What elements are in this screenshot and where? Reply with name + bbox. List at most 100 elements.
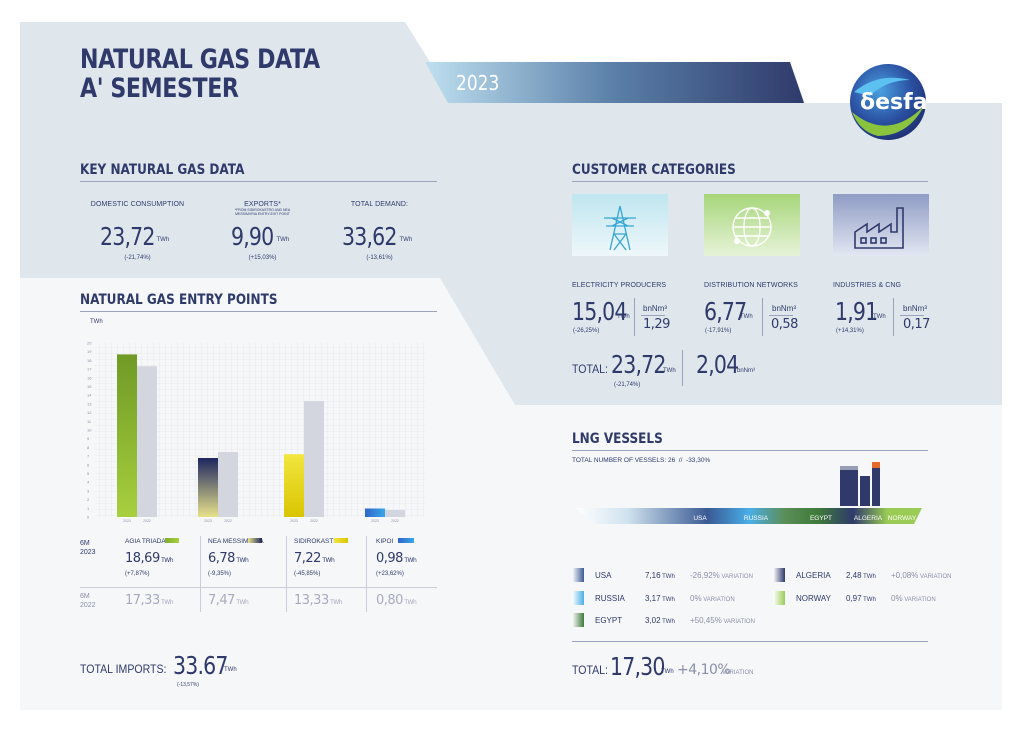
lng-country: USA [595,571,612,580]
lng-value: 7,16 TWh [645,571,675,580]
lng-change: +50,45% VARIATION [690,616,755,625]
lng-change: 0% VARIATION [690,594,735,603]
customer-vol: 0,58 [771,317,798,332]
bar-kipoi-2022 [385,510,405,517]
customer-change: (-17,91%) [705,328,732,334]
page-title: NATURAL GAS DATA A' SEMESTER [80,44,320,104]
customer-unit: TWh [740,314,753,320]
ship-ribbon-labels: USA RUSSIA EGYPT ALGERIA NORWAY [693,515,917,522]
y-tick-label: 17 [87,367,92,372]
key-item-change: (-21,74%) [124,255,151,261]
ship-tower [840,466,858,506]
key-item-unit: TWh [276,237,290,243]
lng-unit: TWh [660,597,675,603]
key-item-value: 33,62 [341,222,397,251]
customer-unit: TWh [617,314,630,320]
customer-vol: 1,29 [643,317,670,332]
lng-change-suffix: VARIATION [902,597,936,603]
y-tick-label: 6 [87,462,90,467]
bar-year-label: 2022 [224,519,232,523]
table-divider [200,536,201,612]
y-tick-label: 7 [87,454,90,459]
entry-point-swatch [165,538,179,543]
lng-change-suffix: VARIATION [719,574,753,580]
lng-change-suffix: VARIATION [918,574,952,580]
divider [900,315,924,316]
customer-unit: TWh [873,314,886,320]
lng-value: 3,17 TWh [645,594,675,603]
bar-year-label: 2023 [290,519,298,523]
y-tick-label: 15 [87,384,92,389]
chart-xlabels: 2023 2022 2023 2022 2023 2022 2023 2022 [123,519,399,523]
key-item-label: TOTAL DEMAND: [350,201,409,208]
key-item-value: 9,90 [230,222,274,251]
divider [634,298,635,336]
lng-total-label: TOTAL: [572,663,608,677]
entry-point-name: AGIA TRIADA [125,538,166,545]
bar-year-label: 2022 [143,519,151,523]
ship-tower [860,476,870,506]
bar-agia-triada-2022 [137,366,157,517]
entry-change: (+7,87%) [125,571,150,577]
entry-point-swatch [248,538,262,543]
customer-label: ELECTRICITY PRODUCERS [572,282,667,289]
bar-nea-messimvria-2022 [218,452,238,517]
key-item-change: (-13,61%) [366,255,393,261]
entry-value-2023: 7,22 TWh [294,551,335,566]
entry-unit: TWh [320,557,335,564]
row-2022-label: 6M 2022 [80,593,96,609]
customer-value: 1,91 [835,297,878,326]
y-tick-label: 5 [87,471,90,476]
y-tick-label: 14 [87,393,92,398]
y-tick-label: 13 [87,401,92,406]
entry-point-name: SIDIROKASTRO [294,538,344,545]
lng-country: NORWAY [796,594,831,603]
customer-total-unit: TWh [663,368,676,374]
bar-year-label: 2023 [123,519,131,523]
entry-unit: TWh [328,599,343,606]
table-divider [286,536,287,612]
entry-change: (-9,35%) [208,571,232,577]
customer-vol-unit: bnNm³ [643,304,668,313]
customer-vol-unit: bnNm³ [772,304,797,313]
y-tick-label: 1 [87,506,90,511]
ribbon-label: RUSSIA [744,515,769,522]
y-tick-label: 10 [87,428,92,433]
customer-total-change: (-21,74%) [614,382,641,388]
row-2023-label: 6M 2023 [80,540,96,556]
key-data-title: KEY NATURAL GAS DATA [80,162,245,178]
total-imports-label: TOTAL IMPORTS: [80,662,167,676]
factory-icon [833,194,929,256]
key-item-exports: EXPORTS* *FROM SIDIROKASTRO AND NEA MESS… [205,201,320,261]
entry-point-name: KIPOI [376,538,394,545]
divider [641,315,665,316]
entry-value-2022: 17,33 TWh [125,593,174,608]
key-item-unit: TWh [156,237,170,243]
entry-value-2023: 18,69 TWh [125,551,174,566]
bar-kipoi-2023 [365,508,385,517]
entry-unit: TWh [402,599,417,606]
lng-total-suffix: VARIATION [722,670,754,676]
customer-label: DISTRIBUTION NETWORKS [704,282,798,289]
y-tick-label: 4 [87,480,90,485]
lng-total-rule [572,641,928,642]
y-tick-label: 19 [87,349,92,354]
entry-value-2023: 6,78 TWh [208,551,249,566]
total-imports-change: (-13,57%) [177,682,199,688]
chart-bars [117,354,405,517]
customer-categories-title: CUSTOMER CATEGORIES [572,162,736,178]
bar-year-label: 2022 [310,519,318,523]
ship-stripe [840,466,858,470]
divider [893,298,894,336]
key-item-value: 23,72 [99,222,155,251]
bar-agia-triada-2023 [117,354,137,517]
lng-total-change: +4,10% [677,662,731,678]
power-tower-icon [572,194,668,256]
lng-value: 2,48 TWh [846,571,876,580]
bar-year-label: 2023 [371,519,379,523]
lng-unit: TWh [861,574,876,580]
bar-year-label: 2022 [391,519,399,523]
lng-change: -26,92% VARIATION [690,571,753,580]
ship-hull [576,508,922,524]
